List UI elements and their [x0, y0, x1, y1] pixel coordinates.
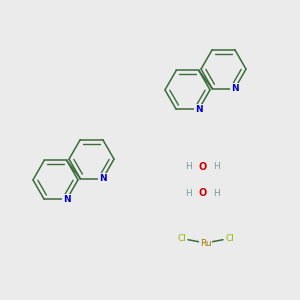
Text: Cl: Cl	[225, 234, 234, 243]
Text: H: H	[214, 189, 220, 198]
Text: N: N	[99, 174, 106, 183]
Text: H: H	[185, 189, 191, 198]
Text: N: N	[63, 195, 70, 204]
Text: Cl: Cl	[177, 234, 186, 243]
Text: O: O	[198, 161, 207, 172]
Text: H: H	[185, 162, 191, 171]
Text: N: N	[231, 84, 238, 93]
Text: N: N	[195, 105, 202, 114]
Text: Ru: Ru	[200, 238, 211, 247]
Text: H: H	[214, 162, 220, 171]
Text: O: O	[198, 188, 207, 199]
